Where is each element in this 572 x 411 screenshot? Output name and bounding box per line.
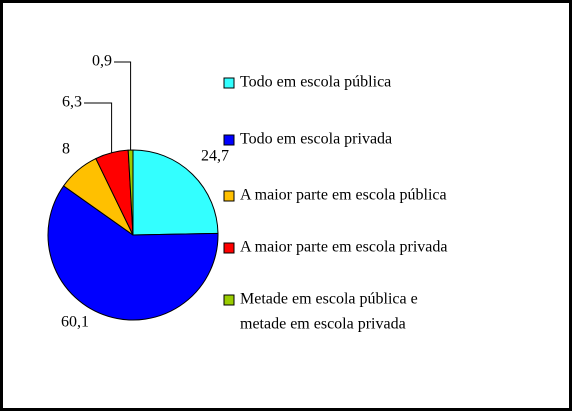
legend-label: Todo em escola privada — [240, 131, 392, 148]
legend-swatch — [223, 242, 235, 254]
data-label: 8 — [62, 141, 70, 158]
legend-label: Metade em escola pública e — [240, 291, 418, 308]
legend-swatch — [223, 294, 235, 306]
legend-label: Todo em escola pública — [240, 74, 391, 91]
legend-swatch — [223, 134, 235, 146]
leader-line — [84, 102, 113, 153]
data-label: 24,7 — [201, 148, 229, 165]
leader-line — [114, 61, 132, 151]
pie-slice — [132, 149, 219, 236]
data-label: 0,9 — [92, 53, 112, 70]
legend-swatch — [223, 77, 235, 89]
legend-label: metade em escola privada — [240, 316, 406, 333]
data-label: 6,3 — [62, 94, 82, 111]
legend-swatch — [223, 190, 235, 202]
pie-slice — [47, 185, 219, 321]
pie-slice — [127, 149, 134, 236]
legend-label: A maior parte em escola pública — [240, 187, 447, 204]
data-label: 60,1 — [61, 314, 89, 331]
legend-label: A maior parte em escola privada — [240, 239, 447, 256]
